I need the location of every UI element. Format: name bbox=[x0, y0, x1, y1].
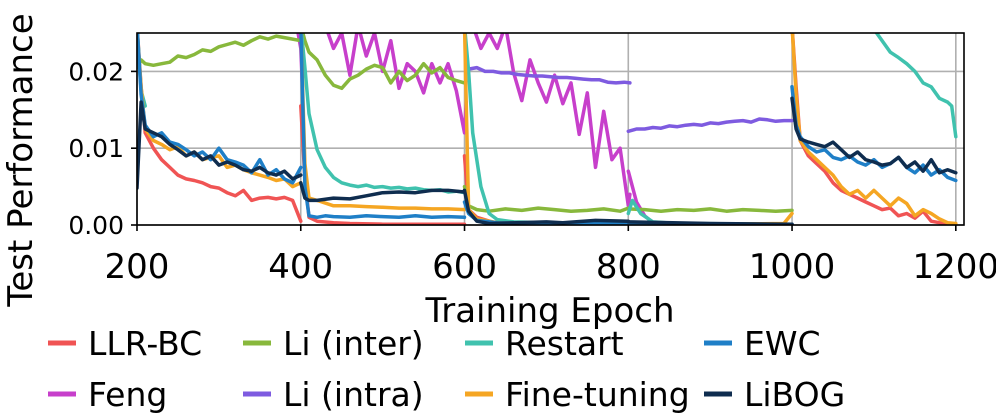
x-tick-label: 1200 bbox=[913, 247, 996, 287]
y-tick-label: 0.00 bbox=[68, 211, 124, 240]
grid bbox=[136, 33, 964, 226]
series-line-feng bbox=[626, 169, 794, 225]
series-line-li-intra bbox=[466, 65, 632, 85]
x-tick-label: 400 bbox=[268, 247, 333, 287]
y-axis-label: Test Performance bbox=[1, 13, 41, 307]
series-line-feng bbox=[326, 33, 468, 135]
series-line-li-inter bbox=[626, 207, 794, 213]
legend-label-libog: LiBOG bbox=[744, 375, 845, 414]
series-line-li-intra bbox=[626, 117, 794, 134]
x-axis-ticks: 200 400 600 800 1000 1200 bbox=[105, 225, 996, 287]
series-line-restart bbox=[463, 33, 631, 225]
series-lines bbox=[137, 33, 958, 225]
series-line-li-inter bbox=[301, 33, 467, 91]
x-tick-label: 600 bbox=[432, 247, 497, 287]
y-tick-label: 0.02 bbox=[68, 57, 124, 86]
legend: LLR-BC Li (inter) Restart EWC Feng Li (intra)… bbox=[48, 324, 845, 414]
series-line-libog bbox=[790, 96, 958, 175]
series-line-llr-bc bbox=[790, 33, 958, 225]
legend-label-fine-tuning: Fine-tuning bbox=[505, 375, 690, 414]
series-line-fine-tuning bbox=[790, 33, 958, 225]
plot-frame bbox=[136, 32, 965, 226]
series-line-restart bbox=[874, 33, 958, 139]
series-line-ewc bbox=[299, 33, 467, 220]
series-line-libog bbox=[462, 188, 631, 225]
x-tick-label: 200 bbox=[105, 247, 170, 287]
series-line-ewc bbox=[790, 85, 958, 183]
series-line-feng bbox=[462, 33, 632, 208]
legend-label-llr-bc: LLR-BC bbox=[88, 324, 202, 363]
series-line-li-inter bbox=[462, 184, 631, 213]
series-line-libog bbox=[626, 220, 794, 225]
legend-label-ewc: EWC bbox=[744, 324, 821, 363]
y-tick-label: 0.01 bbox=[68, 134, 124, 163]
x-tick-label: 800 bbox=[596, 247, 661, 287]
series-line-llr-bc bbox=[137, 33, 303, 223]
legend-label-feng: Feng bbox=[88, 375, 167, 414]
x-tick-label: 1000 bbox=[749, 247, 836, 287]
y-axis-ticks: 0.00 0.01 0.02 bbox=[68, 57, 137, 240]
legend-label-restart: Restart bbox=[505, 324, 624, 363]
legend-label-li-inter: Li (inter) bbox=[283, 324, 424, 363]
series-line-fine-tuning bbox=[299, 33, 467, 212]
series-line-libog bbox=[299, 181, 467, 203]
series-line-fine-tuning bbox=[462, 33, 631, 225]
legend-label-li-intra: Li (intra) bbox=[283, 375, 424, 414]
series-line-restart bbox=[299, 33, 467, 195]
x-axis-label: Training Epoch bbox=[424, 291, 674, 331]
series-line-li-inter bbox=[137, 34, 303, 70]
series-line-libog bbox=[137, 100, 303, 190]
